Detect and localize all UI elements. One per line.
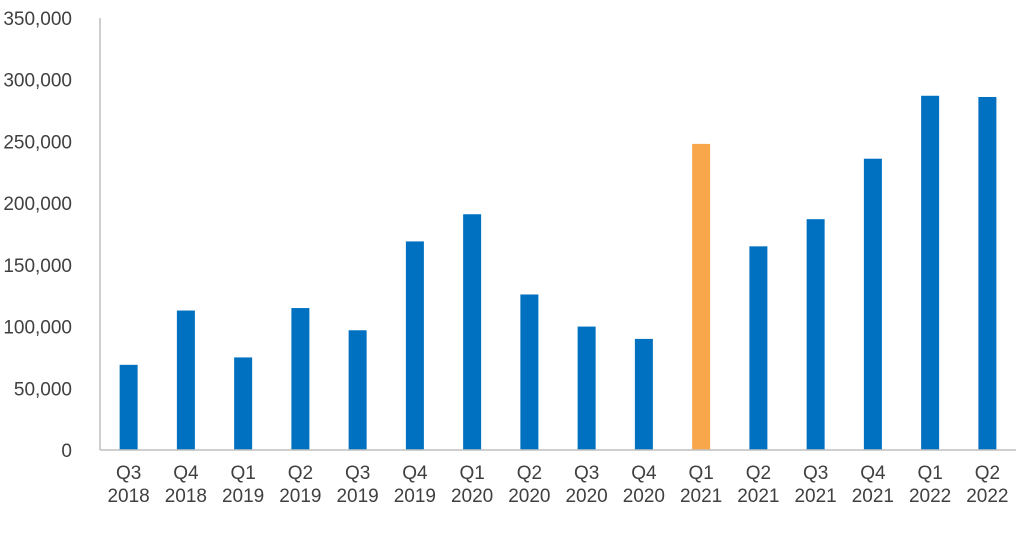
bar xyxy=(921,95,940,450)
x-tick-label: Q1 2021 xyxy=(680,463,722,507)
x-tick-label: Q2 2021 xyxy=(737,463,779,507)
bar xyxy=(119,364,138,450)
x-tick-label: Q2 2022 xyxy=(966,463,1008,507)
bar xyxy=(577,326,596,450)
y-axis-ticks: 0 50,000 100,000 150,000 200,000 250,000 300,0… xyxy=(3,9,72,462)
x-tick-label: Q3 2018 xyxy=(107,463,149,507)
x-tick-label: Q3 2019 xyxy=(336,463,378,507)
y-tick-label: 50,000 xyxy=(14,379,72,400)
y-tick-label: 250,000 xyxy=(3,132,72,153)
bar xyxy=(806,219,825,450)
x-tick-label: Q1 2022 xyxy=(909,463,951,507)
bar xyxy=(348,330,367,450)
bar xyxy=(176,310,195,450)
bar xyxy=(463,214,482,450)
y-tick-label: 200,000 xyxy=(3,194,72,215)
bar xyxy=(634,338,653,450)
bar xyxy=(405,241,424,450)
y-tick-label: 300,000 xyxy=(3,71,72,92)
x-tick-label: Q4 2020 xyxy=(623,463,665,507)
bar xyxy=(978,96,997,451)
x-axis-ticks: Q3 2018 Q4 2018 Q1 2019 Q2 2019 Q3 2019 Q4 2019 Q1 20… xyxy=(107,463,1008,507)
x-tick-label: Q1 2020 xyxy=(451,463,493,507)
x-tick-label: Q3 2020 xyxy=(565,463,607,507)
x-tick-label: Q4 2021 xyxy=(852,463,894,507)
bar xyxy=(692,143,711,450)
bar xyxy=(749,246,768,450)
bars xyxy=(119,95,997,451)
y-tick-label: 100,000 xyxy=(3,318,72,339)
bar xyxy=(520,294,539,450)
bar xyxy=(234,357,253,450)
bar xyxy=(863,158,882,450)
bar xyxy=(291,308,310,450)
x-tick-label: Q4 2018 xyxy=(165,463,207,507)
y-tick-label: 150,000 xyxy=(3,256,72,277)
x-tick-label: Q3 2021 xyxy=(794,463,836,507)
y-tick-label: 350,000 xyxy=(3,9,72,30)
x-tick-label: Q2 2019 xyxy=(279,463,321,507)
x-tick-label: Q2 2020 xyxy=(508,463,550,507)
x-tick-label: Q1 2019 xyxy=(222,463,264,507)
y-tick-label: 0 xyxy=(61,441,72,462)
x-tick-label: Q4 2019 xyxy=(394,463,436,507)
axes xyxy=(99,18,1016,451)
